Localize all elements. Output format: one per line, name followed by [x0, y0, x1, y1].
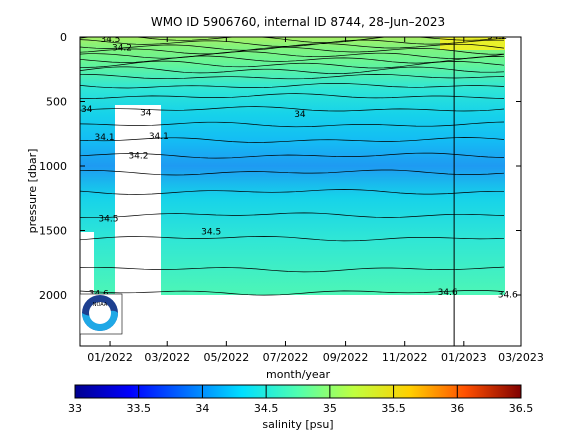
contour-line: [80, 290, 505, 296]
data-gap: [115, 300, 521, 346]
contour-label: 34.5: [98, 214, 118, 224]
x-axis-label: month/year: [266, 368, 330, 381]
contour-line: [80, 152, 505, 159]
contour-line: [80, 82, 505, 89]
contour-lines: [80, 37, 505, 296]
x-tick-label: 01/2023: [441, 351, 487, 364]
contour-label: 34.1: [95, 133, 115, 143]
colorbar-tick-label: 34: [195, 402, 209, 415]
plot-frame: [79, 36, 522, 347]
colorbar-tick-label: 36.5: [509, 402, 534, 415]
x-tick-label: 03/2023: [498, 351, 544, 364]
contour-line: [80, 43, 505, 51]
x-tick-label: 03/2022: [144, 351, 190, 364]
x-tick-label: 05/2022: [204, 351, 250, 364]
contour-line: [80, 266, 505, 273]
profile-mark: [129, 29, 135, 37]
x-tick-label: 09/2022: [323, 351, 369, 364]
profile-mark: [154, 29, 160, 37]
colorbar-tick-label: 36: [450, 402, 464, 415]
contour-label: 34.5: [201, 227, 221, 237]
contour-line: [80, 60, 505, 69]
colorbar: 33 33.5 34 34.5 35 35.5 36 36.5 salinity [psu]: [68, 384, 533, 431]
profile-marks: [78, 29, 160, 37]
plot-area: 34.534.234.234343434.134.134.234.534.534…: [78, 29, 521, 346]
contour-line: [80, 189, 504, 195]
data-gap: [505, 37, 521, 300]
contour-label: 34.6: [438, 288, 458, 298]
profile-mark: [78, 29, 84, 37]
contour-line: [80, 137, 505, 143]
contour-label: 34.2: [487, 32, 507, 42]
colorbar-gradient: [74, 384, 522, 399]
x-axis: 01/2022 03/2022 05/2022 07/2022 09/2022 11/20…: [87, 37, 544, 364]
contour-label: 34.1: [149, 132, 169, 142]
contour-line: [80, 212, 505, 219]
contour-label: 34: [294, 110, 306, 120]
y-axis-label: pressure [dbar]: [26, 149, 39, 234]
contour-label: 34: [81, 105, 93, 115]
contour-line: [80, 51, 505, 60]
contour-label: 34.2: [112, 44, 132, 54]
noaa-logo: NOAA: [79, 293, 123, 335]
colorbar-tick-label: 33: [68, 402, 82, 415]
y-tick-label: 0: [60, 31, 67, 44]
contour-label: 34.2: [128, 151, 148, 161]
y-tick-label: 1000: [39, 160, 67, 173]
x-tick-label: 07/2022: [263, 351, 309, 364]
profile-mark: [110, 29, 116, 37]
colorbar-label: salinity [psu]: [262, 418, 333, 431]
contour-line: [80, 73, 505, 80]
contour-line: [80, 93, 505, 99]
logo-text: NOAA: [93, 302, 108, 308]
colorbar-tick-label: 35.5: [381, 402, 406, 415]
colorbar-tick-label: 35: [323, 402, 337, 415]
contour-line: [80, 37, 505, 43]
contour-label: 34.6: [498, 291, 518, 301]
contour-line: [80, 169, 505, 176]
profile-mark: [88, 29, 94, 37]
contour-line: [80, 121, 505, 128]
y-tick-label: 2000: [39, 289, 67, 302]
profile-mark: [145, 29, 151, 37]
y-axis: 0 500 1000 1500 2000: [39, 31, 521, 302]
x-tick-label: 01/2022: [87, 351, 133, 364]
x-tick-label: 11/2022: [382, 351, 428, 364]
contour-line: [80, 106, 505, 112]
y-tick-label: 500: [46, 96, 67, 109]
profile-mark: [120, 29, 126, 37]
contour-label: 34: [140, 109, 152, 119]
colorbar-tick-label: 33.5: [126, 402, 151, 415]
colorbar-tick-label: 34.5: [254, 402, 279, 415]
chart-title: WMO ID 5906760, internal ID 8744, 28–Jun…: [151, 15, 445, 29]
y-tick-label: 1500: [39, 225, 67, 238]
colorbar-ticks: 33 33.5 34 34.5 35 35.5 36 36.5: [68, 385, 533, 415]
contour-line: [80, 236, 505, 242]
contour-line: [80, 66, 505, 74]
contour-line: [80, 46, 505, 55]
